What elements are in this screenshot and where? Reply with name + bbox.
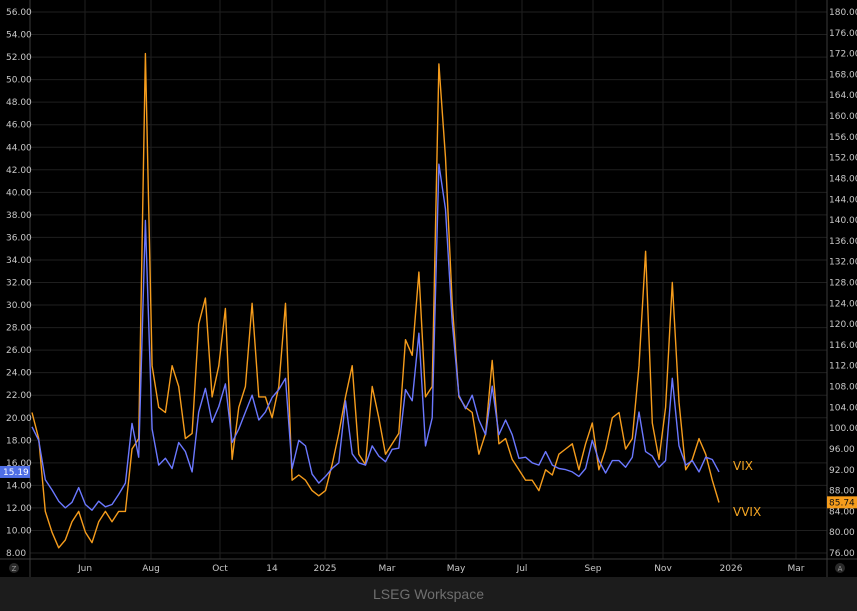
left-axis-tick-label: 42.00 bbox=[6, 166, 32, 176]
right-axis-tick-label: 156.00 bbox=[829, 133, 857, 143]
svg-text:A: A bbox=[838, 565, 843, 573]
right-axis-tick-label: 128.00 bbox=[829, 279, 857, 289]
time-axis-tick-label: Nov bbox=[654, 564, 672, 574]
time-axis-tick-label: 14 bbox=[266, 564, 278, 574]
series-labels: VIX VVIX bbox=[733, 459, 761, 519]
time-axis[interactable]: Jun Aug Oct 14 2025 Mar May Jul Sep Nov 2026 Mar bbox=[77, 564, 805, 574]
right-axis-tick-label: 168.00 bbox=[829, 70, 857, 80]
left-axis-tick-label: 12.00 bbox=[6, 504, 32, 514]
series-line-vix[interactable] bbox=[31, 163, 720, 511]
zoom-icon[interactable]: Z bbox=[9, 563, 19, 573]
vvix-series-label: VVIX bbox=[733, 505, 761, 519]
right-axis-tick-label: 136.00 bbox=[829, 237, 857, 247]
series-layer bbox=[31, 52, 720, 549]
footer-bar: LSEG Workspace bbox=[0, 577, 857, 611]
left-axis-tick-label: 32.00 bbox=[6, 279, 32, 289]
right-axis-tick-label: 144.00 bbox=[829, 195, 857, 205]
right-axis-tick-label: 116.00 bbox=[829, 341, 857, 351]
time-axis-tick-label: Oct bbox=[212, 564, 228, 574]
time-axis-tick-label: Jun bbox=[77, 564, 92, 574]
left-axis-tick-label: 10.00 bbox=[6, 526, 32, 536]
left-axis-tick-label: 50.00 bbox=[6, 76, 32, 86]
left-axis-tick-label: 20.00 bbox=[6, 414, 32, 424]
time-axis-tick-label: Sep bbox=[585, 564, 602, 574]
left-axis-tick-label: 40.00 bbox=[6, 188, 32, 198]
left-axis-tick-label: 46.00 bbox=[6, 121, 32, 131]
last-value-badges: 15.19 85.74 bbox=[0, 465, 857, 509]
right-axis-tick-label: 176.00 bbox=[829, 29, 857, 39]
right-axis-tick-label: 120.00 bbox=[829, 320, 857, 330]
right-axis-tick-label: 80.00 bbox=[829, 528, 855, 538]
chart-area[interactable]: 8.00 10.00 12.00 14.00 16.00 18.00 20.00 22.00 2… bbox=[0, 0, 857, 577]
time-axis-tick-label: 2025 bbox=[314, 564, 337, 574]
right-axis-tick-label: 164.00 bbox=[829, 91, 857, 101]
left-axis-tick-label: 14.00 bbox=[6, 481, 32, 491]
left-axis-tick-label: 48.00 bbox=[6, 98, 32, 108]
left-axis-tick-label: 8.00 bbox=[6, 549, 26, 559]
right-axis-tick-label: 132.00 bbox=[829, 258, 857, 268]
series-line-vvix[interactable] bbox=[31, 52, 720, 549]
right-axis-tick-label: 96.00 bbox=[829, 445, 855, 455]
right-axis-tick-label: 104.00 bbox=[829, 403, 857, 413]
right-axis-tick-label: 88.00 bbox=[829, 487, 855, 497]
vix-last-value-badge bbox=[0, 465, 30, 478]
left-axis[interactable]: 8.00 10.00 12.00 14.00 16.00 18.00 20.00 22.00 2… bbox=[6, 8, 32, 559]
left-axis-tick-label: 24.00 bbox=[6, 369, 32, 379]
left-axis-tick-label: 16.00 bbox=[6, 459, 32, 469]
left-axis-tick-label: 30.00 bbox=[6, 301, 32, 311]
vvix-last-value: 85.74 bbox=[829, 498, 855, 508]
vix-series-label: VIX bbox=[733, 459, 753, 473]
vix-vvix-chart[interactable]: 8.00 10.00 12.00 14.00 16.00 18.00 20.00 22.00 2… bbox=[0, 0, 857, 577]
right-axis[interactable]: 76.00 80.00 84.00 88.00 92.00 96.00 100.00 104.… bbox=[829, 8, 857, 559]
left-axis-tick-label: 56.00 bbox=[6, 8, 32, 18]
time-axis-tick-label: Jul bbox=[516, 564, 528, 574]
left-axis-tick-label: 44.00 bbox=[6, 143, 32, 153]
right-axis-tick-label: 112.00 bbox=[829, 362, 857, 372]
right-axis-tick-label: 148.00 bbox=[829, 174, 857, 184]
time-axis-tick-label: 2026 bbox=[720, 564, 743, 574]
left-axis-tick-label: 38.00 bbox=[6, 211, 32, 221]
left-axis-tick-label: 34.00 bbox=[6, 256, 32, 266]
left-axis-tick-label: 28.00 bbox=[6, 324, 32, 334]
left-axis-tick-label: 18.00 bbox=[6, 436, 32, 446]
time-axis-tick-label: Aug bbox=[142, 564, 160, 574]
right-axis-tick-label: 84.00 bbox=[829, 507, 855, 517]
right-axis-tick-label: 160.00 bbox=[829, 112, 857, 122]
left-axis-tick-label: 26.00 bbox=[6, 346, 32, 356]
right-axis-tick-label: 152.00 bbox=[829, 154, 857, 164]
axis-frame bbox=[0, 0, 857, 577]
time-axis-tick-label: May bbox=[447, 564, 466, 574]
left-axis-tick-label: 36.00 bbox=[6, 233, 32, 243]
left-axis-tick-label: 22.00 bbox=[6, 391, 32, 401]
right-axis-tick-label: 100.00 bbox=[829, 424, 857, 434]
auto-scale-icon[interactable]: A bbox=[835, 563, 845, 573]
right-axis-tick-label: 140.00 bbox=[829, 216, 857, 226]
right-axis-tick-label: 76.00 bbox=[829, 549, 855, 559]
right-axis-tick-label: 108.00 bbox=[829, 383, 857, 393]
left-axis-tick-label: 52.00 bbox=[6, 53, 32, 63]
time-axis-tick-label: Mar bbox=[379, 564, 396, 574]
right-axis-tick-label: 172.00 bbox=[829, 50, 857, 60]
vix-last-value: 15.19 bbox=[3, 468, 29, 478]
footer-brand-text: LSEG Workspace bbox=[372, 586, 484, 602]
time-axis-tick-label: Mar bbox=[788, 564, 805, 574]
svg-text:Z: Z bbox=[12, 565, 17, 573]
right-axis-tick-label: 124.00 bbox=[829, 299, 857, 309]
left-axis-tick-label: 54.00 bbox=[6, 31, 32, 41]
right-axis-tick-label: 180.00 bbox=[829, 8, 857, 18]
vvix-last-value-badge bbox=[827, 496, 857, 509]
grid-lines bbox=[30, 0, 827, 559]
right-axis-tick-label: 92.00 bbox=[829, 466, 855, 476]
